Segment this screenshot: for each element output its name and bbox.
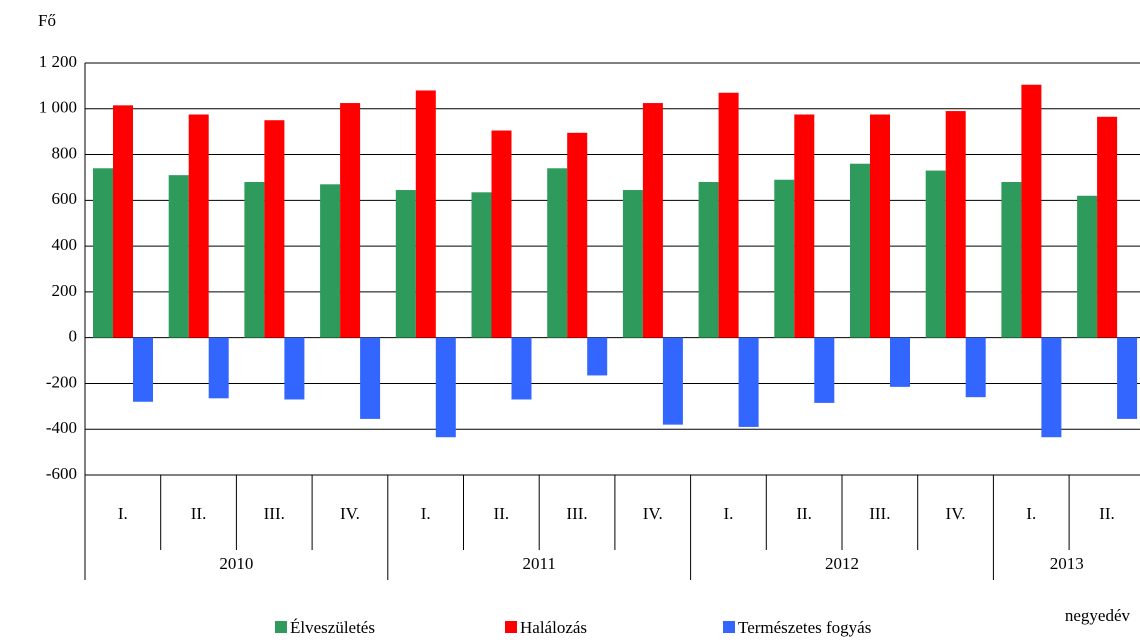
x-tick-label: I. [1026, 504, 1036, 523]
x-axis-label: negyedév [1065, 606, 1131, 625]
bar [567, 132, 588, 338]
y-axis-label: Fő [38, 11, 56, 30]
legend-swatch [505, 621, 517, 633]
bar [511, 337, 532, 400]
y-tick-label: 0 [69, 327, 78, 346]
x-tick-label: II. [1099, 504, 1115, 523]
y-tick-label: 600 [52, 189, 78, 208]
bar [642, 103, 663, 338]
bar [774, 179, 795, 338]
bar [415, 90, 436, 338]
y-tick-label: 800 [52, 143, 78, 162]
legend-swatch [723, 621, 735, 633]
x-tick-label: I. [421, 504, 431, 523]
y-tick-label: -600 [46, 464, 77, 483]
bar [93, 168, 113, 338]
bar [1097, 116, 1118, 338]
x-tick-label: IV. [946, 504, 966, 523]
group-label: 2011 [523, 554, 556, 573]
y-tick-label: -200 [46, 372, 77, 391]
x-tick-label: II. [796, 504, 812, 523]
bar [718, 92, 739, 338]
bar [1077, 195, 1098, 338]
bar [244, 182, 265, 338]
bar [662, 337, 683, 425]
x-tick-label: II. [191, 504, 207, 523]
legend-label: Halálozás [520, 618, 587, 637]
legend-label: Élveszületés [290, 618, 375, 637]
bar [395, 190, 416, 338]
bar [547, 168, 568, 338]
bar [133, 337, 153, 402]
bar [360, 337, 381, 419]
group-label: 2013 [1050, 554, 1084, 573]
bar [965, 337, 986, 398]
y-tick-label: -400 [46, 418, 77, 437]
bar [113, 105, 133, 338]
y-tick-label: 1 200 [39, 52, 77, 71]
x-tick-label: I. [118, 504, 128, 523]
bar [284, 337, 305, 400]
bar [794, 114, 815, 338]
bar [850, 163, 870, 338]
bar [491, 130, 512, 338]
bar [1041, 337, 1062, 438]
bar [1117, 337, 1138, 419]
bar [264, 120, 285, 338]
legend-swatch [275, 621, 287, 633]
bar [435, 337, 456, 438]
y-tick-label: 1 000 [39, 98, 77, 117]
x-tick-label: II. [494, 504, 510, 523]
group-label: 2010 [219, 554, 253, 573]
y-tick-label: 400 [52, 235, 78, 254]
bar [738, 337, 759, 427]
x-tick-label: I. [723, 504, 733, 523]
x-tick-label: III. [566, 504, 587, 523]
x-tick-label: III. [264, 504, 285, 523]
bar [188, 114, 209, 338]
x-tick-label: IV. [643, 504, 663, 523]
bar [814, 337, 835, 403]
bar [698, 182, 719, 338]
bar [208, 337, 229, 399]
bar [587, 337, 608, 376]
bar [320, 184, 341, 338]
bar [1021, 84, 1042, 338]
x-tick-label: III. [869, 504, 890, 523]
bar [945, 111, 966, 338]
bar [622, 190, 643, 338]
group-label: 2012 [825, 554, 859, 573]
bar [1001, 182, 1022, 338]
bar [925, 170, 946, 338]
bar [471, 192, 492, 338]
bar [340, 103, 361, 338]
bar [870, 114, 890, 338]
bar [890, 337, 910, 387]
y-tick-label: 200 [52, 281, 78, 300]
legend-label: Természetes fogyás [738, 618, 871, 637]
bar [168, 175, 189, 338]
x-tick-label: IV. [340, 504, 360, 523]
